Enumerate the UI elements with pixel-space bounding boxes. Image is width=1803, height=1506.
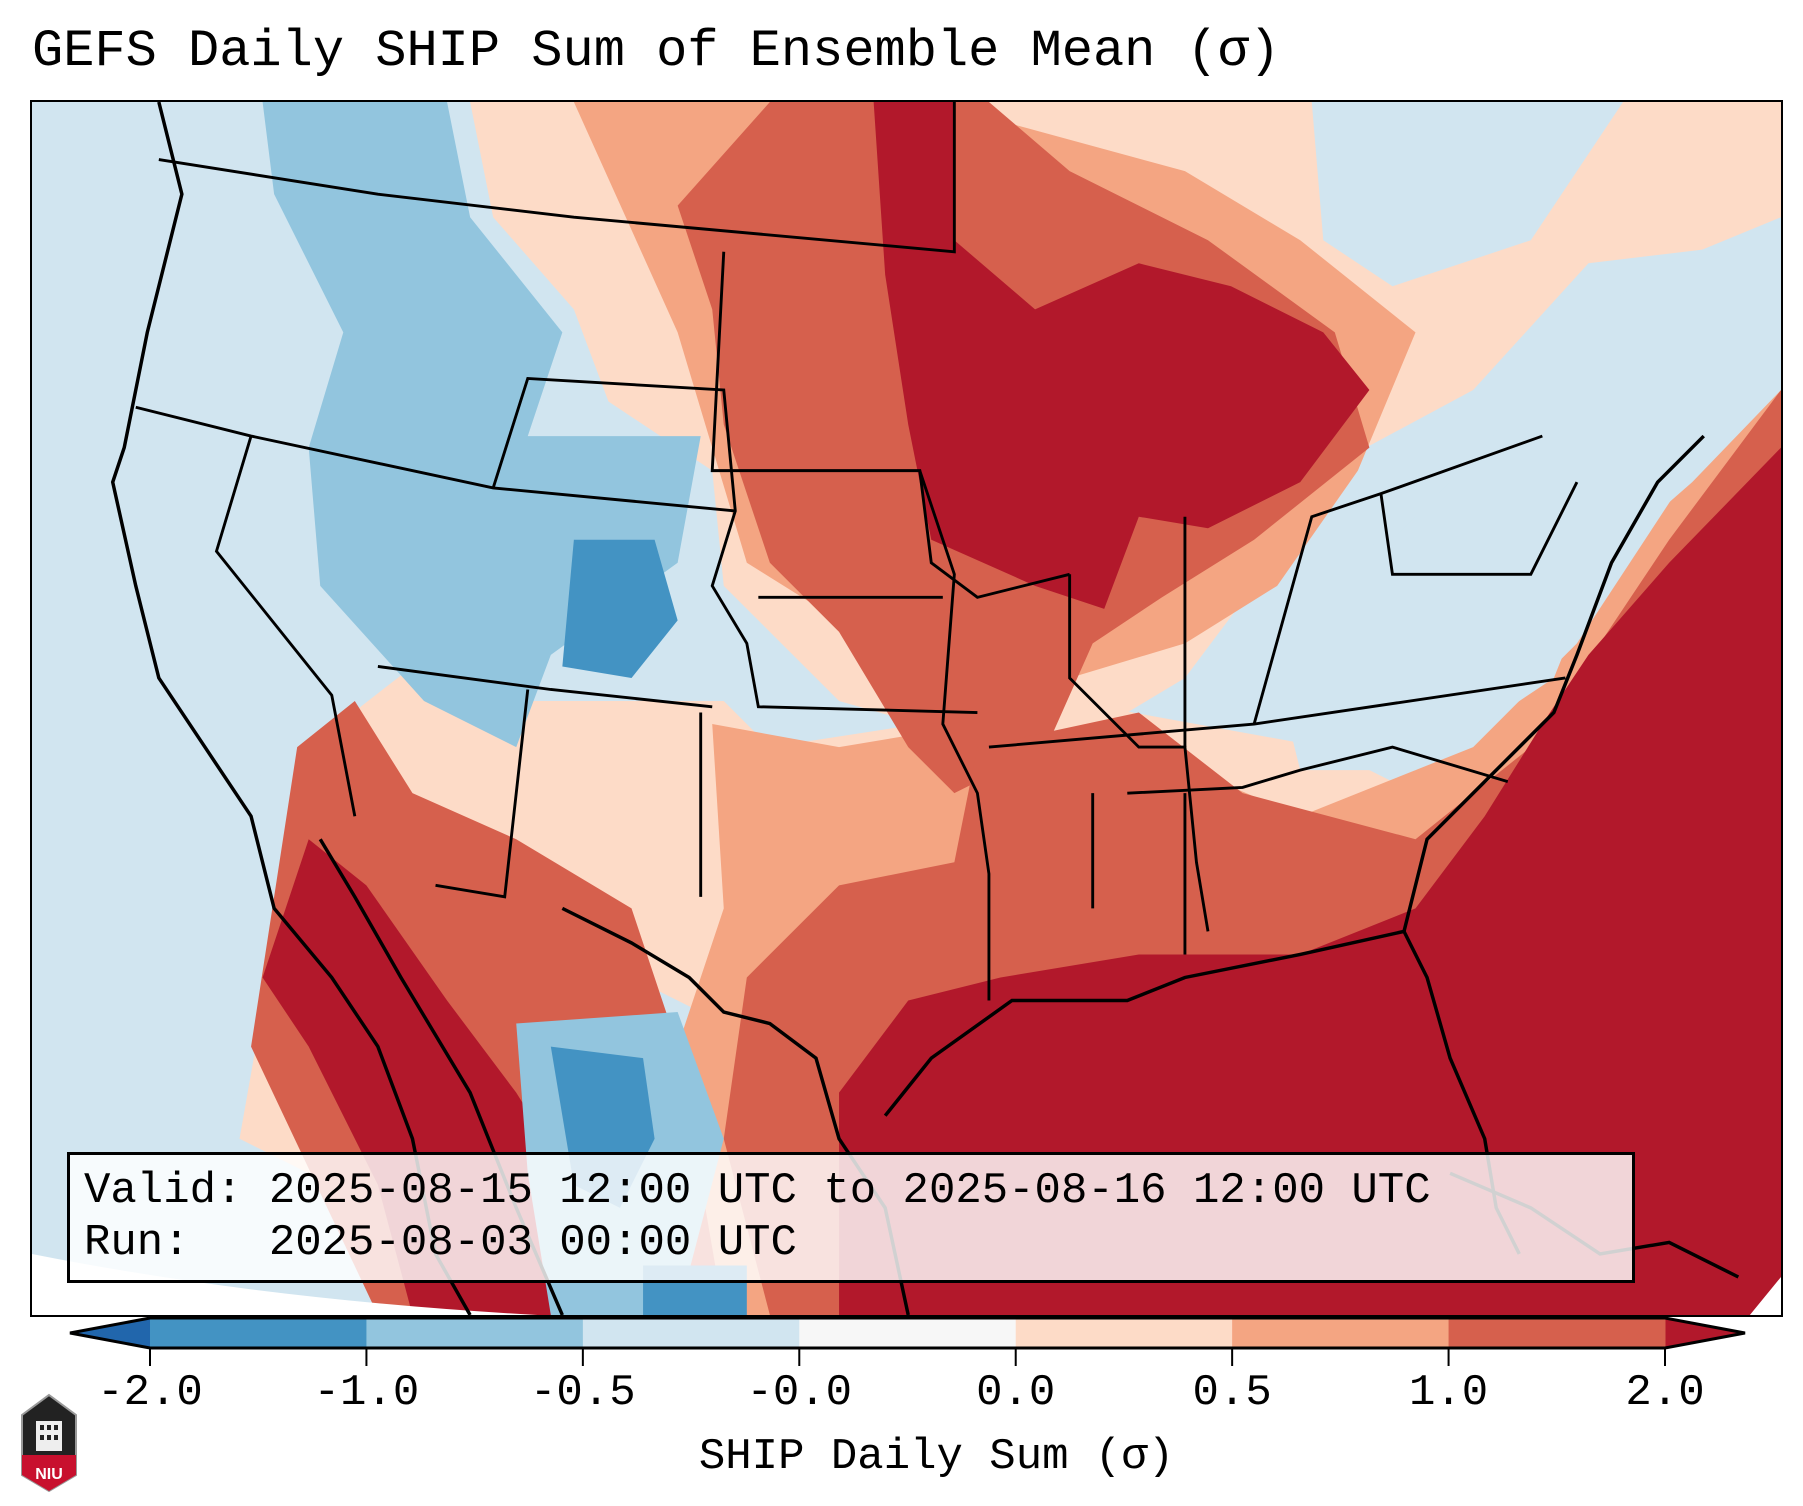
region-weak-negative-pacific	[32, 102, 263, 1315]
colorbar-segment	[1232, 1318, 1450, 1348]
colorbar-segment	[582, 1318, 800, 1348]
colorbar-segment	[799, 1318, 1017, 1348]
colorbar-tick-label: -1.0	[313, 1368, 420, 1418]
colorbar-under-extension	[70, 1318, 150, 1348]
map-field	[32, 102, 1781, 1315]
colorbar-tick-label: 1.0	[1408, 1368, 1489, 1418]
chart-title: GEFS Daily SHIP Sum of Ensemble Mean (σ)	[32, 22, 1281, 81]
region-weak-negative-northeast	[1277, 102, 1781, 771]
colorbar-tick-label: -2.0	[97, 1368, 203, 1418]
colorbar-over-extension	[1665, 1318, 1745, 1348]
region-moderate-negative-colorado	[562, 539, 678, 678]
colorbar-svg	[69, 1316, 1746, 1366]
colorbar	[69, 1316, 1746, 1366]
colorbar-segment	[366, 1318, 584, 1348]
colorbar-segment	[1448, 1318, 1666, 1348]
region-extreme-positive-gulf	[839, 447, 1781, 1315]
colorbar-tick-label: -0.0	[746, 1368, 853, 1418]
colorbar-segment	[150, 1318, 367, 1348]
colorbar-segment	[1015, 1318, 1233, 1348]
niu-logo: NIU	[21, 1393, 77, 1493]
colorbar-label: SHIP Daily Sum (σ)	[698, 1432, 1175, 1482]
logo-text: NIU	[35, 1466, 63, 1483]
colorbar-tick-label: 0.5	[1192, 1368, 1272, 1418]
colorbar-tick-label: 2.0	[1625, 1368, 1705, 1418]
colorbar-tick-label: 0.0	[976, 1368, 1056, 1418]
outside-projection	[32, 1253, 1781, 1315]
region-extreme-positive-midwest	[873, 102, 1370, 609]
map-plot	[30, 100, 1783, 1317]
colorbar-tick-label: -0.5	[530, 1368, 636, 1418]
valid-run-info-box: Valid: 2025-08-15 12:00 UTC to 2025-08-1…	[67, 1152, 1635, 1283]
run-time-text: Run: 2025-08-03 00:00 UTC	[84, 1218, 797, 1268]
state-boundaries	[135, 102, 1579, 1001]
valid-time-text: Valid: 2025-08-15 12:00 UTC to 2025-08-1…	[84, 1166, 1431, 1216]
